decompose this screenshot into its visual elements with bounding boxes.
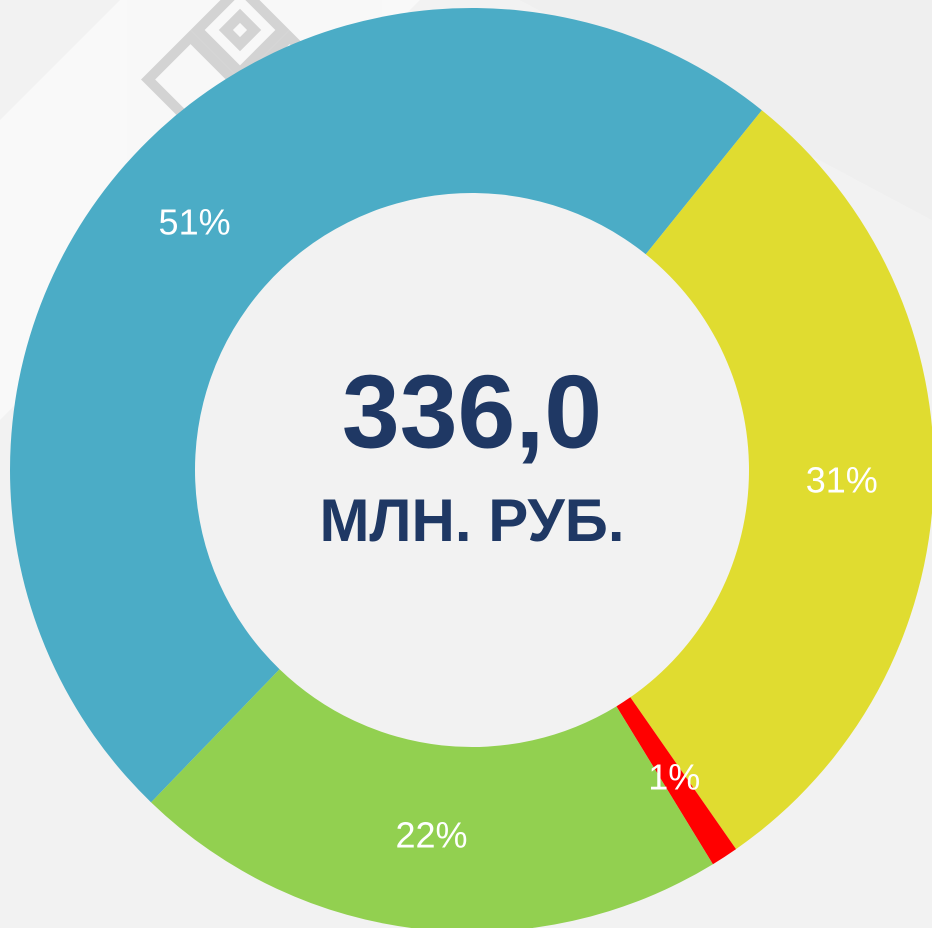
data-label: 1%: [648, 756, 700, 797]
data-label: 51%: [159, 202, 231, 243]
center-unit: МЛН. РУБ.: [319, 487, 624, 554]
data-label: 31%: [806, 459, 878, 500]
chart: 51% 31% 1% 22% 336,0 МЛН. РУБ.: [0, 0, 932, 928]
data-label: 22%: [395, 814, 467, 855]
center-value: 336,0: [342, 354, 602, 470]
